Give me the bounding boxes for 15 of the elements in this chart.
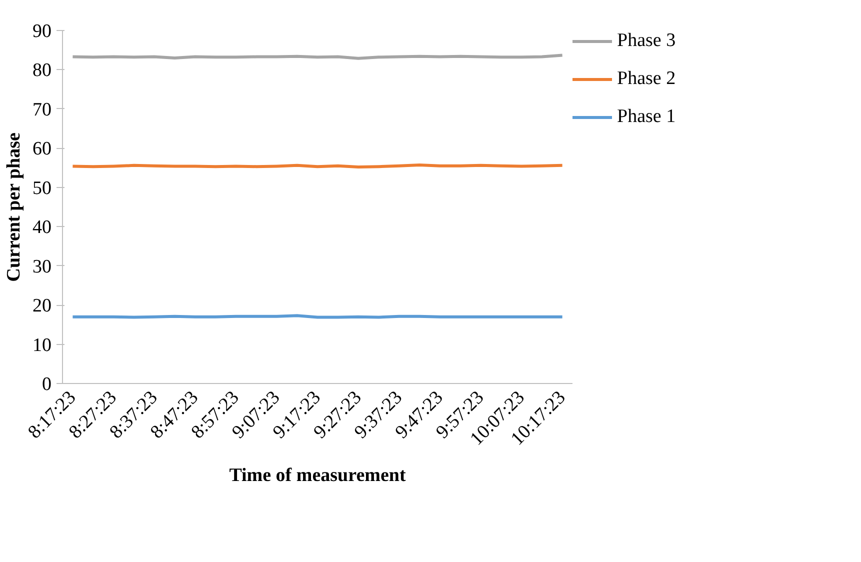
y-tick-label: 0 <box>42 374 52 395</box>
y-tick-label: 10 <box>32 334 52 356</box>
legend-label: Phase 3 <box>617 30 676 52</box>
y-tick-label: 90 <box>32 21 52 42</box>
legend-label: Phase 2 <box>617 68 676 90</box>
y-tick-label: 50 <box>32 178 52 199</box>
legend-label: Phase 1 <box>617 106 676 128</box>
y-tick-label: 30 <box>32 256 52 278</box>
y-tick-label: 60 <box>32 138 52 160</box>
y-tick-label: 20 <box>32 296 52 317</box>
y-tick-label: 70 <box>32 99 52 120</box>
y-axis-title: Current per phase <box>4 132 24 282</box>
x-axis-title: Time of measurement <box>229 465 406 486</box>
y-tick-label: 80 <box>32 60 52 82</box>
y-tick-label: 40 <box>32 217 52 238</box>
